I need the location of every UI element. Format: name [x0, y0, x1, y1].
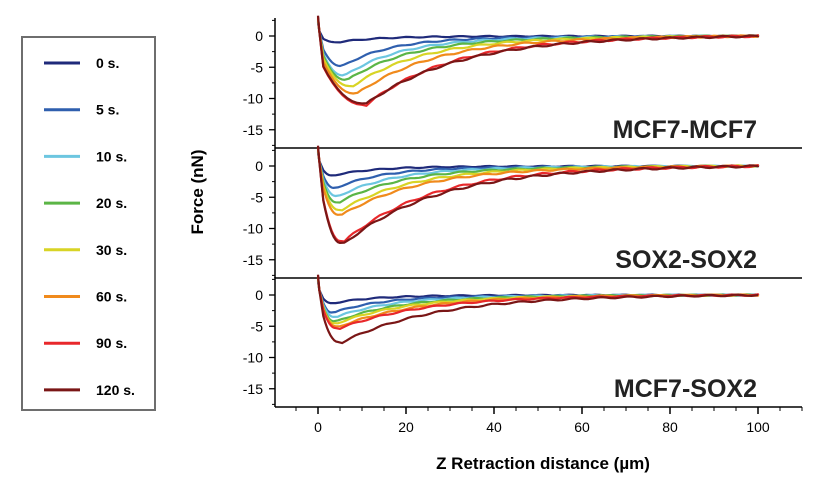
y-tick-label: 0 [255, 28, 263, 44]
series-line [316, 146, 760, 243]
series-line [316, 281, 760, 305]
x-tick-label: 0 [314, 419, 322, 435]
legend-frame [21, 36, 156, 411]
series-line [316, 152, 760, 177]
y-tick-label: -5 [251, 59, 264, 75]
legend-label: 20 s. [96, 195, 127, 211]
legend-label: 30 s. [96, 242, 127, 258]
y-tick-label: -10 [243, 350, 263, 366]
series-line [316, 274, 759, 345]
legend-label: 120 s. [96, 382, 135, 398]
series-line [316, 147, 759, 216]
x-tick-label: 20 [398, 419, 414, 435]
panels: 0 -5 -10 -15 MCF7-MCF7 0 -5 -10 -15 SOX2-SOX2 0 -5 -… [243, 15, 802, 408]
x-axis-title: Z Retraction distance (µm) [436, 454, 650, 473]
y-axis-title: Force (nN) [188, 150, 207, 235]
y-tick-label: 0 [255, 158, 263, 174]
x-tick-label: 100 [746, 419, 770, 435]
legend-label: 5 s. [96, 102, 119, 118]
x-tick-label: 40 [486, 419, 502, 435]
y-tick-label: -15 [243, 252, 263, 268]
panel: 0 -5 -10 -15 MCF7-MCF7 [243, 15, 802, 149]
x-tick-label: 60 [574, 419, 590, 435]
legend-label: 0 s. [96, 55, 119, 71]
series-line [316, 20, 759, 77]
panel-title: MCF7-SOX2 [614, 375, 757, 403]
legend-label: 60 s. [96, 289, 127, 305]
x-tick-label: 80 [662, 419, 678, 435]
legend: 0 s. 5 s. 10 s. 20 s. 30 s. 60 s. 90 s. 120 s. [21, 36, 156, 411]
panel: 0 -5 -10 -15 MCF7-SOX2 [243, 274, 802, 408]
legend-label: 90 s. [96, 335, 127, 351]
panel: 0 -5 -10 -15 SOX2-SOX2 [243, 145, 802, 279]
panel-title: SOX2-SOX2 [615, 246, 757, 274]
y-tick-label: -15 [243, 122, 263, 138]
y-tick-label: -15 [243, 381, 263, 397]
panel-title: MCF7-MCF7 [613, 116, 757, 144]
series-line [316, 17, 760, 95]
x-axis: 0 20 40 60 80 100 [295, 407, 803, 435]
series-line [316, 145, 760, 244]
y-tick-label: -10 [243, 221, 263, 237]
series-line [316, 15, 760, 105]
y-tick-label: -5 [251, 189, 264, 205]
y-tick-label: -10 [243, 91, 263, 107]
legend-label: 10 s. [96, 148, 127, 164]
y-tick-label: 0 [255, 287, 263, 303]
y-tick-label: -5 [251, 318, 264, 334]
